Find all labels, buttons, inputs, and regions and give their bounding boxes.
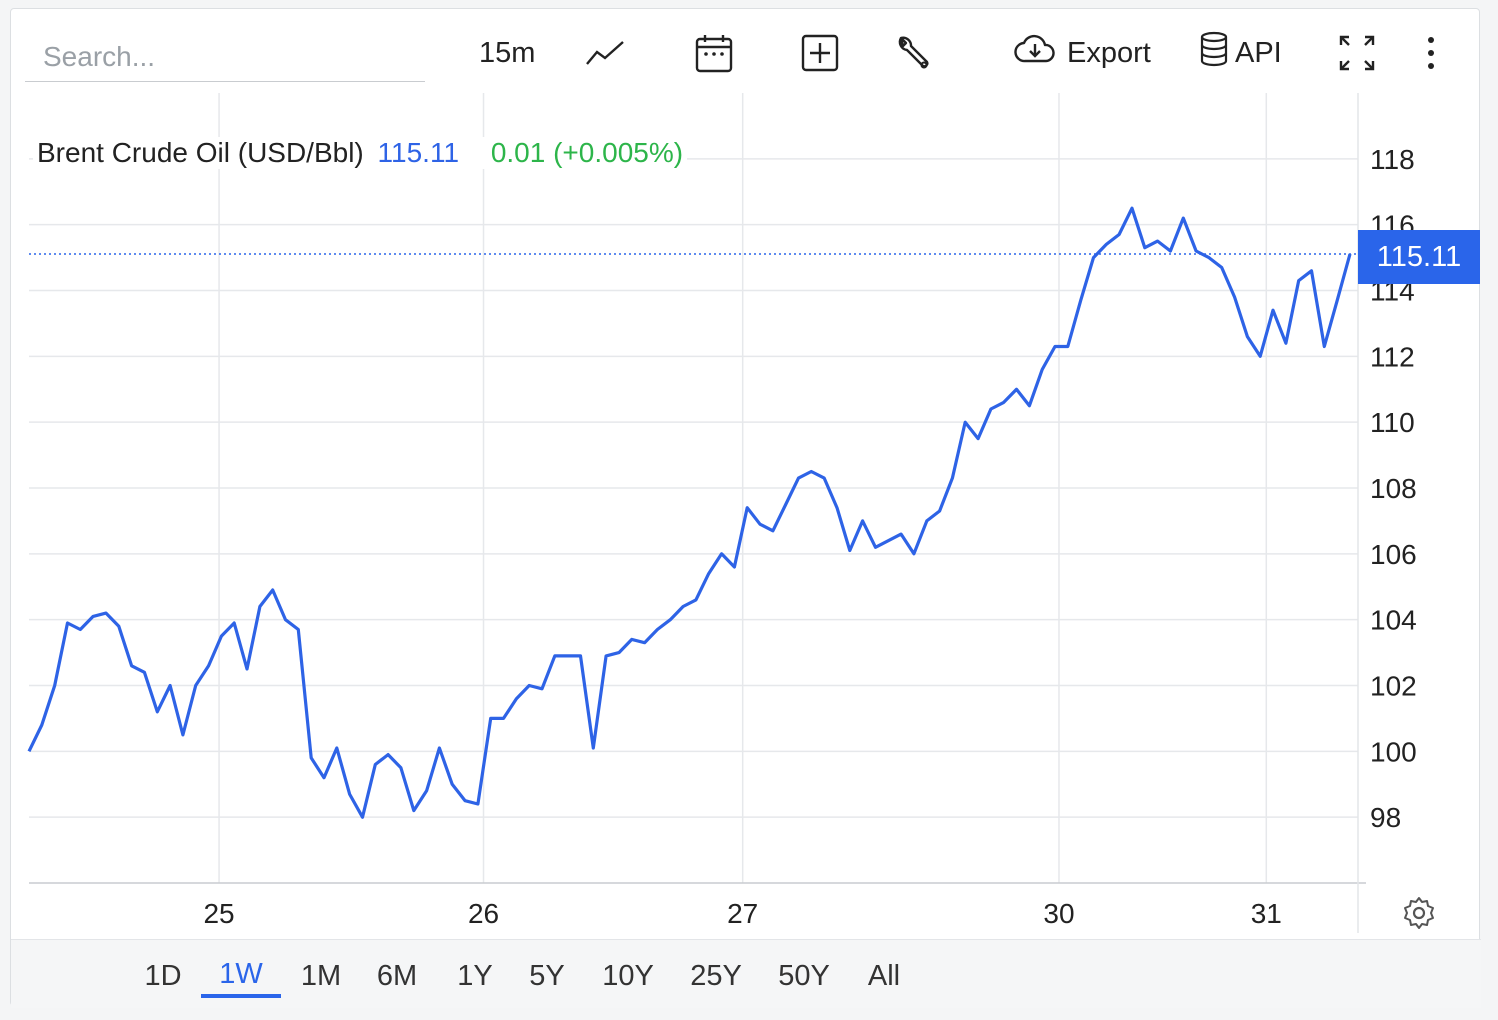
cloud-download-icon bbox=[1013, 33, 1057, 73]
x-tick-label: 26 bbox=[468, 898, 499, 929]
database-icon bbox=[1199, 31, 1229, 75]
range-10y[interactable]: 10Y bbox=[602, 959, 654, 992]
last-price-tag: 115.11 bbox=[1358, 230, 1480, 284]
search-input[interactable] bbox=[25, 37, 451, 77]
y-tick-label: 104 bbox=[1370, 605, 1417, 636]
x-tick-label: 30 bbox=[1043, 898, 1074, 929]
price-line-series bbox=[27, 206, 1352, 819]
wrench-icon[interactable] bbox=[893, 31, 931, 75]
range-25y[interactable]: 25Y bbox=[690, 959, 742, 992]
legend-change: 0.01 (+0.005%) bbox=[490, 137, 684, 168]
y-tick-label: 98 bbox=[1370, 802, 1401, 833]
fullscreen-icon[interactable] bbox=[1337, 31, 1377, 75]
x-tick-label: 25 bbox=[203, 898, 234, 929]
range-1d[interactable]: 1D bbox=[144, 959, 182, 992]
range-all[interactable]: All bbox=[867, 959, 901, 992]
plus-box-icon[interactable] bbox=[801, 31, 839, 75]
y-tick-label: 102 bbox=[1370, 671, 1417, 702]
chart-widget: 15m Export API bbox=[10, 8, 1481, 1008]
legend-price: 115.11 bbox=[377, 137, 460, 168]
more-vertical-icon[interactable] bbox=[1421, 31, 1441, 75]
range-50y[interactable]: 50Y bbox=[778, 959, 830, 992]
x-tick-label: 27 bbox=[727, 898, 758, 929]
search-box bbox=[25, 37, 451, 82]
y-tick-label: 110 bbox=[1370, 407, 1415, 438]
range-selector: 1D 1W 1M 6M 1Y 5Y 10Y 25Y 50Y All bbox=[11, 939, 1481, 1008]
chart-legend: Brent Crude Oil (USD/Bbl) 115.11 0.01 (+… bbox=[33, 137, 688, 169]
calendar-icon[interactable] bbox=[695, 31, 733, 75]
range-1w[interactable]: 1W bbox=[201, 954, 281, 998]
instrument-name: Brent Crude Oil (USD/Bbl) bbox=[37, 137, 364, 168]
x-tick-label: 31 bbox=[1251, 898, 1282, 929]
range-1m[interactable]: 1M bbox=[300, 959, 342, 992]
line-chart-icon[interactable] bbox=[585, 31, 625, 75]
range-6m[interactable]: 6M bbox=[376, 959, 418, 992]
api-button[interactable]: API bbox=[1199, 31, 1282, 75]
api-label: API bbox=[1235, 36, 1282, 69]
y-tick-label: 112 bbox=[1370, 341, 1415, 372]
y-tick-label: 108 bbox=[1370, 473, 1417, 504]
range-5y[interactable]: 5Y bbox=[529, 959, 565, 992]
range-1y[interactable]: 1Y bbox=[457, 959, 493, 992]
y-tick-label: 118 bbox=[1370, 144, 1415, 175]
y-tick-label: 100 bbox=[1370, 736, 1417, 767]
y-tick-label: 106 bbox=[1370, 539, 1417, 570]
settings-gear-icon[interactable] bbox=[1401, 895, 1437, 931]
export-button[interactable]: Export bbox=[1013, 31, 1151, 75]
export-label: Export bbox=[1067, 36, 1151, 69]
toolbar: 15m Export API bbox=[11, 9, 1481, 93]
interval-selector[interactable]: 15m bbox=[479, 36, 536, 69]
